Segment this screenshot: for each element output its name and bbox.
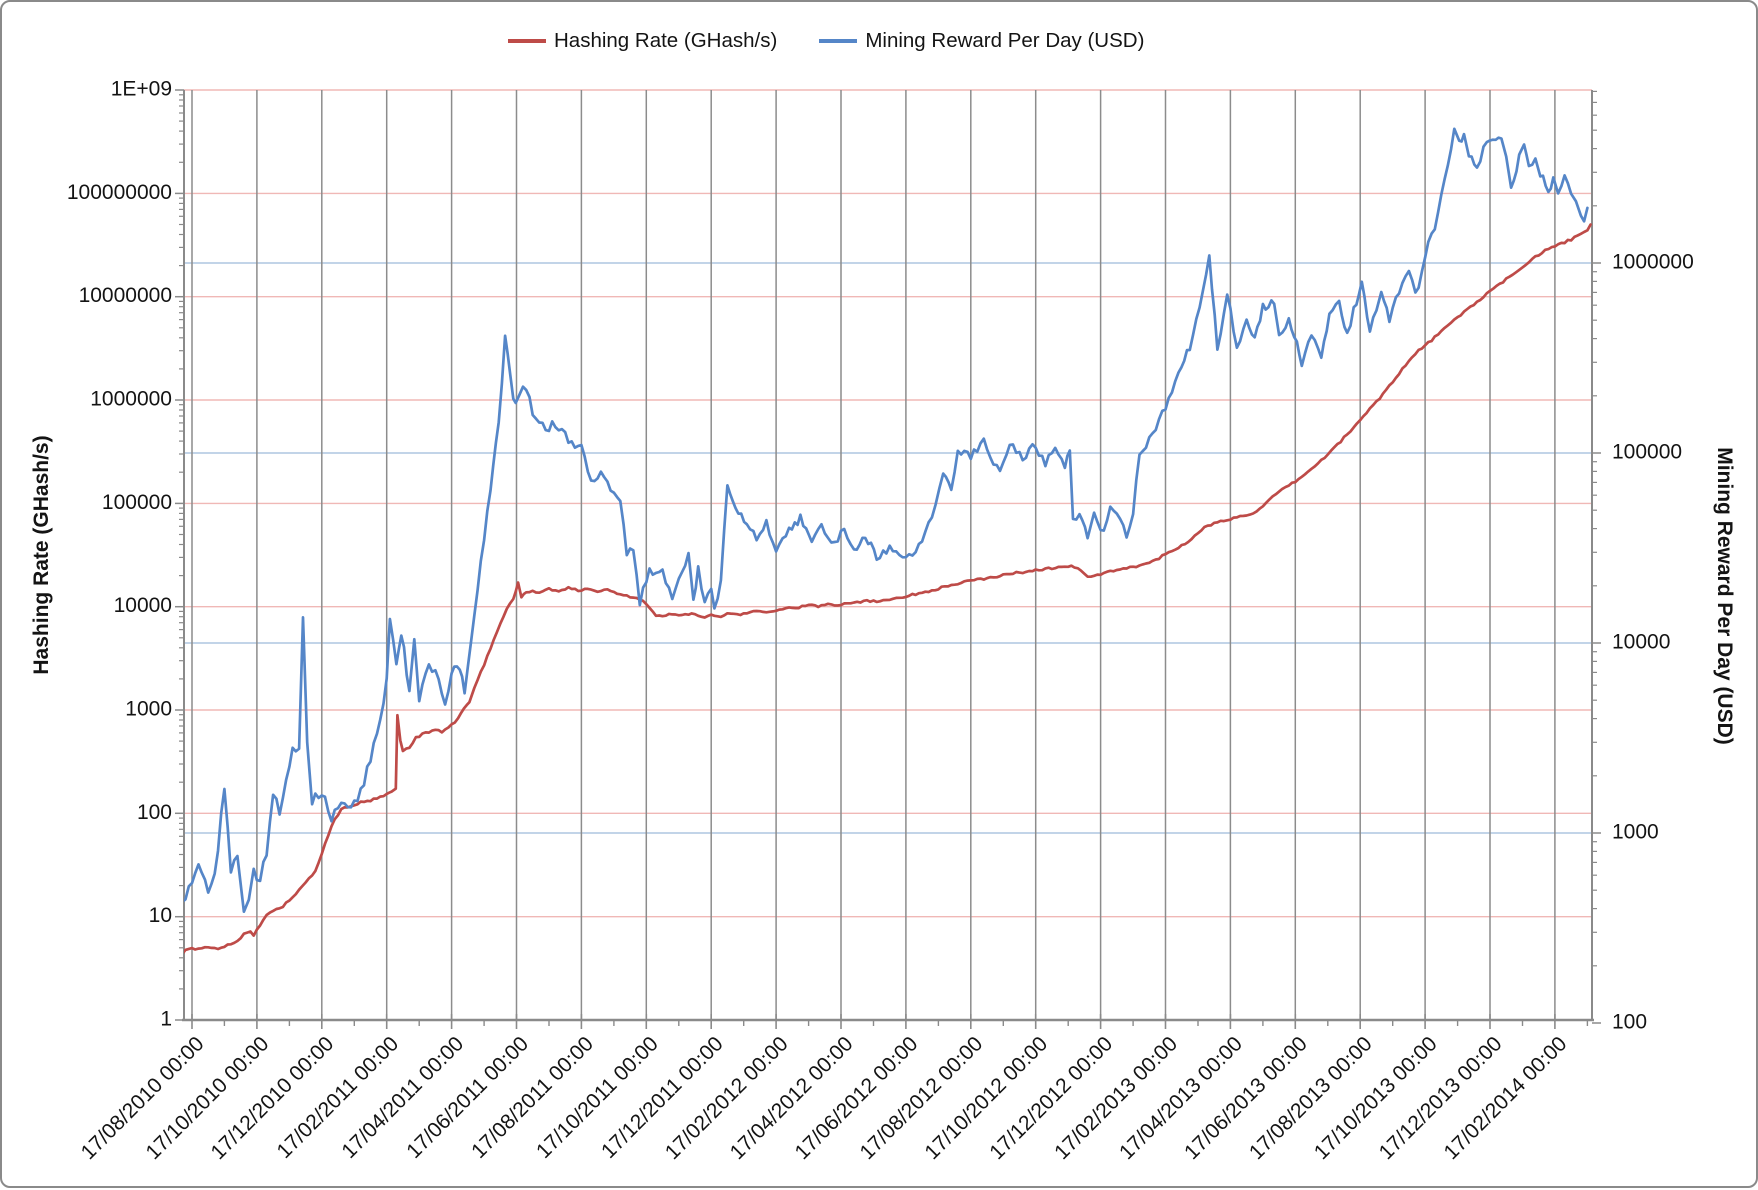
svg-text:1000: 1000 [125,698,172,721]
hashing-rate-line [184,223,1592,954]
x-axis-ticks [191,1014,1589,1029]
svg-text:1: 1 [160,1008,172,1031]
svg-text:100: 100 [1612,1011,1647,1034]
svg-text:17/10/2012 00:00: 17/10/2012 00:00 [920,1032,1052,1164]
svg-text:17/10/2011 00:00: 17/10/2011 00:00 [532,1032,663,1163]
right-axis-tick-labels: 1000000 100000 10000 1000 100 [1612,251,1694,1034]
svg-text:10000: 10000 [1612,631,1670,654]
legend-item-mining-reward: Mining Reward Per Day (USD) [819,29,1144,53]
legend: Hashing Rate (GHash/s) Mining Reward Per… [508,29,1144,53]
svg-text:100: 100 [137,801,172,824]
svg-text:100000: 100000 [102,491,172,514]
svg-text:17/02/2012 00:00: 17/02/2012 00:00 [661,1032,793,1164]
svg-text:17/04/2012 00:00: 17/04/2012 00:00 [726,1032,858,1164]
svg-text:1000: 1000 [1612,821,1659,844]
svg-text:100000000: 100000000 [67,181,172,204]
svg-text:17/10/2010 00:00: 17/10/2010 00:00 [142,1032,274,1164]
svg-text:17/06/2012 00:00: 17/06/2012 00:00 [791,1032,923,1164]
svg-text:100000: 100000 [1612,441,1682,464]
svg-text:1000000: 1000000 [1612,251,1694,274]
svg-text:17/06/2013 00:00: 17/06/2013 00:00 [1180,1032,1312,1164]
svg-text:17/02/2011 00:00: 17/02/2011 00:00 [272,1032,403,1163]
svg-text:17/06/2011 00:00: 17/06/2011 00:00 [402,1032,533,1163]
axis-lines [182,90,1594,1022]
vertical-gridlines [191,90,1556,1020]
legend-label-hashing-rate: Hashing Rate (GHash/s) [554,29,778,52]
horizontal-gridlines [184,89,1592,918]
svg-text:17/10/2013 00:00: 17/10/2013 00:00 [1310,1032,1442,1164]
mining-reward-line [184,127,1589,914]
svg-text:17/12/2012 00:00: 17/12/2012 00:00 [985,1032,1117,1164]
svg-text:1E+09: 1E+09 [111,78,172,101]
svg-text:17/12/2013 00:00: 17/12/2013 00:00 [1375,1032,1507,1164]
svg-text:17/04/2011 00:00: 17/04/2011 00:00 [337,1032,468,1163]
svg-text:17/08/2010 00:00: 17/08/2010 00:00 [77,1032,209,1164]
svg-text:10000000: 10000000 [79,284,172,307]
legend-label-mining-reward: Mining Reward Per Day (USD) [865,29,1145,52]
svg-text:17/02/2013 00:00: 17/02/2013 00:00 [1050,1032,1182,1164]
hashing-rate-line-swatch [508,39,546,43]
svg-text:1000000: 1000000 [90,388,172,411]
mining-reward-line-swatch [819,39,858,43]
svg-text:17/08/2013 00:00: 17/08/2013 00:00 [1245,1032,1377,1164]
svg-text:17/12/2010 00:00: 17/12/2010 00:00 [206,1032,338,1164]
left-axis-tick-labels: 1E+09 100000000 10000000 1000000 100000 10000… [67,78,172,1031]
y-axis-ticks [175,89,1601,1024]
svg-text:17/04/2013 00:00: 17/04/2013 00:00 [1115,1032,1247,1164]
svg-text:10: 10 [149,904,172,927]
svg-text:17/08/2012 00:00: 17/08/2012 00:00 [855,1032,987,1164]
legend-item-hashing-rate: Hashing Rate (GHash/s) [508,29,777,53]
svg-text:17/02/2014 00:00: 17/02/2014 00:00 [1440,1032,1572,1164]
svg-text:17/08/2011 00:00: 17/08/2011 00:00 [467,1032,598,1163]
svg-text:17/12/2011 00:00: 17/12/2011 00:00 [597,1032,728,1163]
svg-text:10000: 10000 [114,594,172,617]
